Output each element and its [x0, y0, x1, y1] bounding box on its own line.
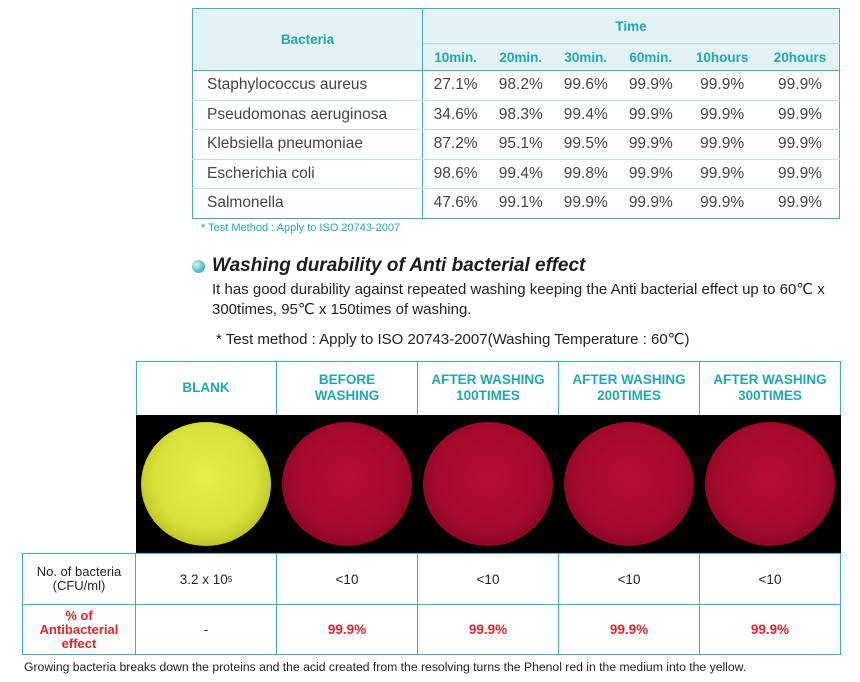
column-header-blank: BLANK [136, 361, 277, 415]
table-cell: 99.9% [700, 194, 745, 212]
bacteria-count-100: <10 [418, 554, 559, 604]
bacteria-name: Staphylococcus aureus [192, 70, 423, 101]
antibacterial-100: 99.9% [418, 605, 559, 654]
divider [22, 553, 841, 554]
test-method-note: * Test Method : Apply to ISO 20743-2007 [201, 222, 401, 234]
table-cell: 98.6% [422, 159, 489, 189]
table-cell: 99.9% [761, 100, 840, 130]
antibacterial-300: 99.9% [700, 605, 841, 654]
table-cell: 99.9% [761, 129, 840, 160]
footer-note: Growing bacteria breaks down the protein… [24, 660, 747, 674]
table-cell: 95.1% [488, 129, 554, 160]
table-cell: 99.9% [683, 159, 761, 189]
section-title: Washing durability of Anti bacterial eff… [192, 255, 585, 277]
table-cell: 99.8% [553, 159, 619, 189]
column-header-line: AFTER WASHING [572, 372, 686, 387]
table-cell: 99.4% [553, 100, 619, 130]
table-cell: 47.6% [433, 194, 478, 212]
bullet-icon [192, 259, 205, 273]
divider [22, 654, 841, 655]
column-header-line: 100TIMES [456, 388, 520, 403]
table-cell: 34.6% [422, 100, 489, 130]
divider [22, 604, 841, 605]
table-row: Staphylococcus aureus 27.1% 98.2% 99.6% … [192, 70, 840, 101]
bacteria-header: Bacteria [192, 8, 423, 71]
row-label-antibacterial: % of Antibacterial effect [22, 605, 136, 654]
bacteria-name: Klebsiella pneumoniae [192, 129, 423, 160]
row-label-line: No. of bacteria [36, 564, 122, 579]
time-column-header: 20min. [488, 43, 554, 71]
table-cell: 99.9% [683, 70, 761, 101]
time-column-header: 10hours [683, 43, 761, 71]
column-header-after-200: AFTER WASHING 200TIMES [559, 361, 700, 415]
petri-dish-before-washing [282, 422, 412, 546]
column-header-line: BLANK [182, 380, 230, 395]
table-cell: 99.9% [761, 70, 840, 101]
table-row: Salmonella 47.6% 99.1% 99.9% 99.9% 99.9%… [192, 188, 840, 218]
row-label-line: Antibacterial [39, 621, 119, 637]
antibacterial-200: 99.9% [559, 605, 700, 654]
table-cell: 99.9% [683, 100, 761, 130]
time-header: Time [422, 8, 840, 44]
antibacterial-blank: - [136, 605, 277, 654]
column-header-line: AFTER WASHING [431, 372, 545, 387]
table-row: Pseudomonas aeruginosa 34.6% 98.3% 99.4%… [192, 100, 840, 130]
table-cell: 99.6% [553, 70, 619, 101]
antibacterial-before: 99.9% [277, 605, 418, 654]
petri-dish-after-300 [705, 422, 835, 546]
table-cell: 98.3% [488, 100, 554, 130]
row-label-line: (CFU/ml) [52, 578, 106, 593]
table-cell: 99.5% [553, 129, 619, 160]
row-label-line: % of [65, 607, 93, 623]
table-cell: 99.9% [628, 194, 673, 212]
column-header-line: WASHING [314, 388, 380, 403]
section-title-text: Washing durability of Anti bacterial eff… [212, 255, 586, 276]
table-cell: 99.9% [618, 100, 684, 130]
table-row: Escherichia coli 98.6% 99.4% 99.8% 99.9%… [192, 159, 840, 189]
table-cell: 99.9% [618, 159, 684, 189]
time-column-header: 10min. [422, 43, 489, 71]
time-column-header: 20hours [761, 43, 840, 71]
bacteria-name: Pseudomonas aeruginosa [192, 100, 423, 130]
row-label-bacteria-count: No. of bacteria (CFU/ml) [22, 554, 136, 604]
cell-exponent: 5 [227, 574, 233, 584]
table-cell: 99.1% [498, 194, 543, 212]
table-cell: 27.1% [422, 70, 489, 101]
cell-value: 3.2 x 10 [179, 571, 228, 587]
table-cell: 99.9% [778, 194, 822, 212]
section-description: It has good durability against repeated … [212, 281, 825, 318]
bacteria-count-blank: 3.2 x 10 5 [136, 554, 277, 604]
table-cell: 99.9% [761, 159, 840, 189]
table-cell: 99.9% [618, 70, 684, 101]
bacteria-count-300: <10 [700, 554, 841, 604]
table-cell: 87.2% [422, 129, 489, 160]
petri-dish-after-100 [423, 422, 553, 546]
column-header-line: AFTER WASHING [713, 372, 827, 387]
table-cell: 99.9% [563, 194, 608, 212]
column-header-line: 300TIMES [738, 388, 802, 403]
washing-method-note: * Test method : Apply to ISO 20743-2007(… [216, 331, 690, 348]
column-header-line: BEFORE [318, 372, 376, 387]
washing-table-header [136, 361, 841, 415]
table-cell: 98.2% [488, 70, 554, 101]
column-header-after-100: AFTER WASHING 100TIMES [418, 361, 559, 415]
petri-dish-blank [141, 422, 271, 546]
row-label-line: effect [61, 635, 97, 651]
bacteria-name: Escherichia coli [192, 159, 423, 189]
bacteria-count-before: <10 [277, 554, 418, 604]
petri-dish-after-200 [564, 422, 694, 546]
antibacterial-time-table: Bacteria Time 10min. 20min. 30min. 60min… [192, 8, 840, 219]
table-row: Klebsiella pneumoniae 87.2% 95.1% 99.5% … [192, 129, 840, 160]
time-column-header: 60min. [618, 43, 684, 71]
petri-dish-photos [136, 415, 841, 553]
table-cell: 99.4% [488, 159, 554, 189]
column-header-line: 200TIMES [597, 388, 661, 403]
time-column-header: 30min. [553, 43, 619, 71]
table-cell: 99.9% [618, 129, 684, 160]
table-cell: 99.9% [683, 129, 761, 160]
bacteria-name: Salmonella [192, 188, 423, 218]
column-header-before-washing: BEFORE WASHING [277, 361, 418, 415]
column-header-after-300: AFTER WASHING 300TIMES [700, 361, 841, 415]
bacteria-count-200: <10 [559, 554, 700, 604]
